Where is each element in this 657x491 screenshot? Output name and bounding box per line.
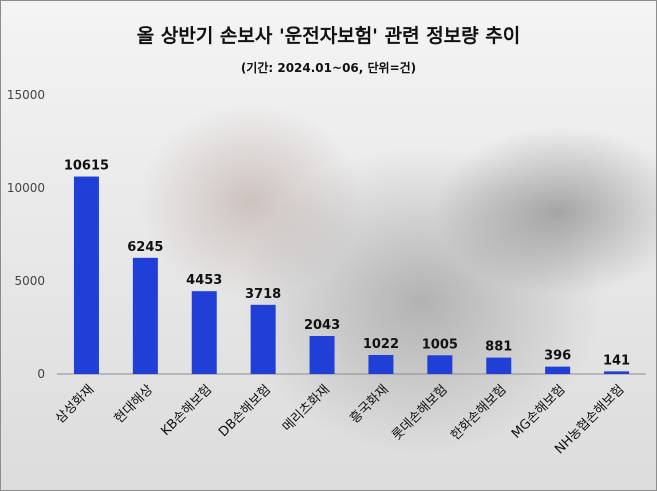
category-label: 롯데손해보험 (389, 382, 450, 443)
data-label: 10615 (64, 159, 109, 174)
data-label: 6245 (127, 240, 163, 255)
bar (132, 257, 158, 374)
category-label: DB손해보험 (216, 382, 274, 440)
data-label: 1005 (422, 337, 458, 352)
bar (309, 336, 335, 374)
category-label: 삼성화재 (53, 382, 97, 426)
y-tick-label: 0 (37, 367, 45, 381)
bar (427, 355, 453, 374)
bar (545, 366, 571, 374)
data-label: 396 (544, 349, 571, 364)
bar (368, 354, 394, 374)
bar (191, 291, 217, 374)
bar (486, 357, 512, 374)
data-label: 4453 (186, 273, 222, 288)
chart-title: 올 상반기 손보사 '운전자보험' 관련 정보량 추이 (136, 25, 521, 47)
bar (250, 304, 276, 374)
category-label: 한화손해보험 (448, 382, 509, 443)
category-labels: 삼성화재 현대해상 KB손해보험 DB손해보험 메리츠화재 흥국화재롯데손해보험한화손해보… (53, 382, 628, 457)
data-label: 2043 (304, 318, 340, 333)
y-axis-ticks: 0 5000 10000 15000 (7, 88, 45, 381)
bars (73, 176, 630, 374)
category-label: 흥국화재 (347, 382, 391, 426)
data-label: 1022 (363, 337, 399, 352)
category-label: MG손해보험 (509, 382, 568, 441)
bar (604, 371, 630, 374)
data-label: 3718 (245, 287, 281, 302)
category-label: KB손해보험 (158, 382, 215, 439)
category-label: 메리츠화재 (280, 382, 333, 435)
bar (73, 176, 99, 374)
chart-subtitle: (기간: 2024.01~06, 단위=건) (240, 61, 417, 75)
y-tick-label: 5000 (14, 274, 45, 288)
category-label: 현대해상 (112, 382, 156, 426)
data-labels: 10615 6245 4453 3718 2043 1022 1005 881 396 141 (64, 159, 630, 369)
y-tick-label: 15000 (7, 88, 45, 102)
data-label: 141 (603, 353, 630, 368)
data-label: 881 (485, 340, 512, 355)
y-tick-label: 10000 (7, 181, 45, 195)
